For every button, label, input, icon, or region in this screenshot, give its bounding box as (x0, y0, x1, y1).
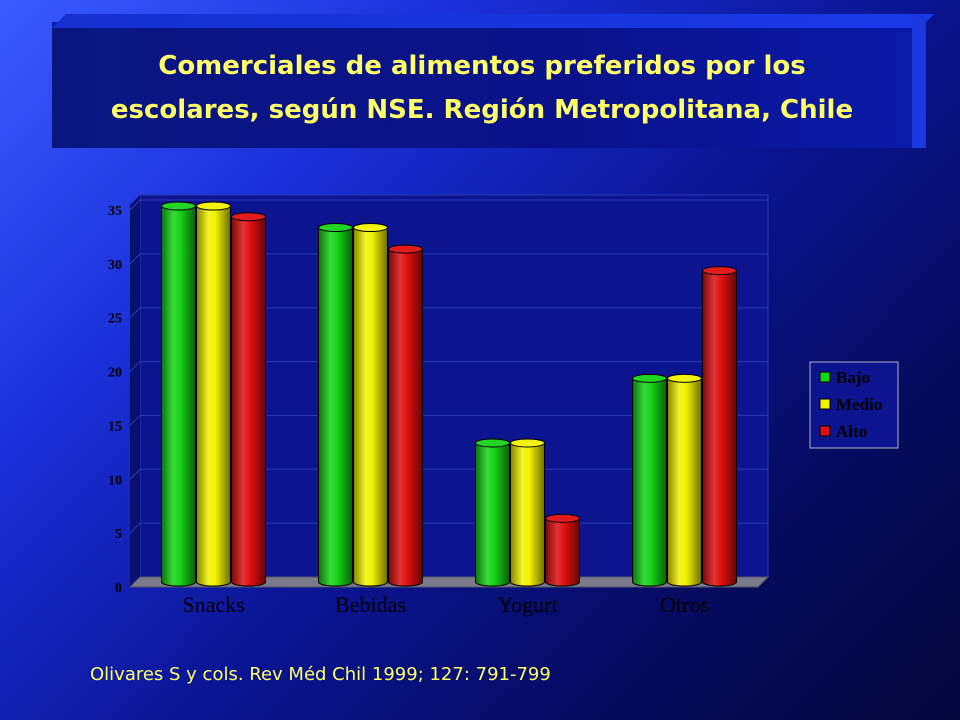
bar-top (545, 513, 580, 523)
title-box: Comerciales de alimentos preferidos por … (52, 14, 926, 148)
legend-label-bajo: Bajo (836, 368, 870, 387)
bar-snacks-alto (231, 212, 266, 587)
legend-swatch-medio (819, 398, 831, 410)
x-category-label-otros: Otros (660, 592, 709, 617)
bar-top (475, 438, 510, 448)
chart-title-line-2: escolares, según NSE. Región Metropolita… (110, 95, 854, 125)
legend-label-alto: Alto (836, 422, 867, 441)
legend-swatch-bajo (819, 371, 831, 383)
bar-body (510, 442, 545, 587)
bar-body (702, 270, 737, 587)
y-tick-label-5: 5 (115, 527, 122, 542)
legend-label-medio: Medio (836, 395, 882, 414)
bar-yogurt-bajo (475, 438, 510, 587)
gridline-side-25 (129, 307, 141, 319)
bar-top (667, 373, 702, 383)
y-tick-label-0: 0 (115, 581, 122, 596)
gridline-side-10 (129, 468, 141, 480)
bar-top (702, 266, 737, 276)
bar-body (161, 205, 196, 587)
citation-text: Olivares S y cols. Rev Méd Chil 1999; 12… (90, 664, 551, 685)
gridline-side-35 (129, 199, 141, 211)
bar-body (388, 248, 423, 587)
y-tick-label-15: 15 (108, 419, 122, 434)
x-category-label-yogurt: Yogurt (497, 592, 557, 617)
y-tick-label-30: 30 (108, 258, 122, 273)
gridline-side-30 (129, 253, 141, 265)
bar-top (196, 201, 231, 211)
gridline-side-5 (129, 522, 141, 534)
bar-top (318, 223, 353, 233)
bar-otros-medio (667, 373, 702, 587)
y-tick-label-35: 35 (108, 204, 122, 219)
bar-yogurt-medio (510, 438, 545, 587)
bar-body (318, 227, 353, 587)
bar-top (388, 244, 423, 254)
bar-top (632, 373, 667, 383)
chart-title-line-1: Comerciales de alimentos preferidos por … (158, 51, 806, 81)
bar-body (545, 517, 580, 587)
x-category-label-snacks: Snacks (182, 592, 244, 617)
bar-body (353, 227, 388, 587)
plot-side-wall (130, 195, 140, 587)
bar-top (510, 438, 545, 448)
legend: Bajo Medio Alto (809, 361, 899, 449)
legend-swatch-alto (819, 425, 831, 437)
bar-top (161, 201, 196, 211)
bar-yogurt-alto (545, 513, 580, 587)
chart-title: Comerciales de alimentos preferidos por … (111, 44, 853, 132)
gridline-side-15 (129, 415, 141, 426)
bar-top (231, 212, 266, 222)
bar-bebidas-alto (388, 244, 423, 587)
bar-body (632, 377, 667, 587)
bar-otros-alto (702, 266, 737, 587)
bar-snacks-medio (196, 201, 231, 587)
bar-bebidas-medio (353, 223, 388, 587)
bar-otros-bajo (632, 373, 667, 587)
bar-body (475, 442, 510, 587)
bar-body (667, 377, 702, 587)
x-category-label-bebidas: Bebidas (335, 592, 406, 617)
bar-body (196, 205, 231, 587)
bar-body (231, 216, 266, 587)
y-tick-label-10: 10 (108, 473, 122, 488)
gridline-side-20 (129, 361, 141, 372)
y-tick-label-25: 25 (108, 312, 122, 327)
y-tick-label-20: 20 (108, 366, 122, 381)
bar-top (353, 223, 388, 233)
bar-bebidas-bajo (318, 223, 353, 587)
bar-snacks-bajo (161, 201, 196, 587)
